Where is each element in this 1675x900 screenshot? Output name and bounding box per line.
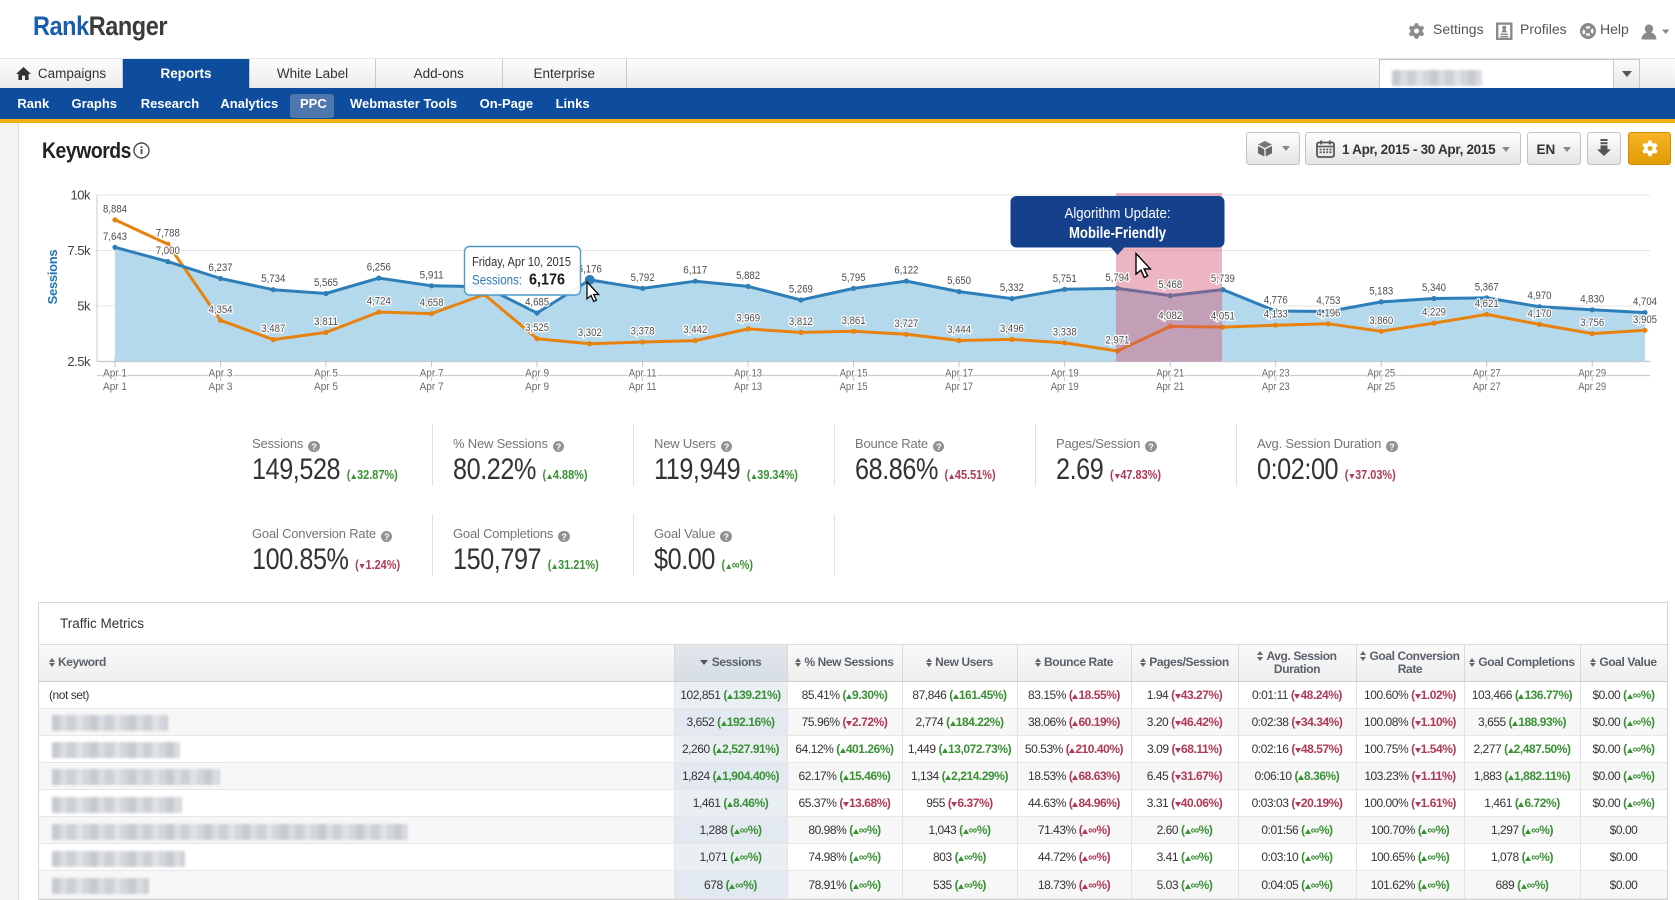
svg-text:3,727: 3,727 bbox=[894, 318, 918, 330]
svg-text:3,812: 3,812 bbox=[789, 316, 813, 328]
svg-text:5,751: 5,751 bbox=[1053, 273, 1077, 285]
svg-text:7,643: 7,643 bbox=[103, 231, 127, 243]
svg-text:Apr 11: Apr 11 bbox=[629, 368, 657, 380]
svg-text:6,237: 6,237 bbox=[209, 262, 233, 274]
svg-text:3,811: 3,811 bbox=[314, 316, 338, 328]
svg-text:4,082: 4,082 bbox=[1158, 310, 1182, 322]
svg-text:5,340: 5,340 bbox=[1422, 282, 1446, 294]
svg-text:5,650: 5,650 bbox=[947, 275, 971, 287]
svg-text:Apr 1: Apr 1 bbox=[103, 381, 127, 393]
svg-text:Apr 13: Apr 13 bbox=[734, 368, 762, 380]
svg-text:Friday, Apr 10, 2015: Friday, Apr 10, 2015 bbox=[472, 254, 571, 269]
svg-text:3,861: 3,861 bbox=[842, 315, 866, 327]
svg-text:6,176: 6,176 bbox=[578, 263, 602, 275]
svg-text:5,794: 5,794 bbox=[1105, 272, 1129, 284]
svg-text:3,496: 3,496 bbox=[1000, 323, 1024, 335]
svg-text:Apr 21: Apr 21 bbox=[1156, 368, 1184, 380]
svg-text:Apr 23: Apr 23 bbox=[1262, 368, 1290, 380]
svg-text:3,756: 3,756 bbox=[1580, 317, 1604, 329]
svg-text:5,795: 5,795 bbox=[842, 272, 866, 284]
svg-text:5,739: 5,739 bbox=[1211, 273, 1235, 285]
svg-text:4,196: 4,196 bbox=[1316, 307, 1340, 319]
svg-text:5,332: 5,332 bbox=[1000, 282, 1024, 294]
svg-text:Apr 19: Apr 19 bbox=[1051, 381, 1079, 393]
svg-text:Apr 7: Apr 7 bbox=[420, 381, 444, 393]
svg-text:5k: 5k bbox=[77, 299, 91, 314]
svg-text:4,724: 4,724 bbox=[367, 296, 391, 308]
svg-text:4,776: 4,776 bbox=[1264, 295, 1288, 307]
svg-text:3,378: 3,378 bbox=[631, 326, 655, 338]
svg-text:6,256: 6,256 bbox=[367, 262, 391, 274]
svg-text:10k: 10k bbox=[71, 188, 91, 203]
svg-text:2,971: 2,971 bbox=[1105, 335, 1129, 347]
svg-text:5,882: 5,882 bbox=[736, 270, 760, 282]
svg-text:Mobile-Friendly: Mobile-Friendly bbox=[1069, 225, 1166, 242]
svg-text:4,133: 4,133 bbox=[1264, 309, 1288, 321]
svg-text:3,487: 3,487 bbox=[261, 323, 285, 335]
svg-text:4,354: 4,354 bbox=[209, 304, 233, 316]
svg-text:2.5k: 2.5k bbox=[67, 354, 91, 369]
svg-text:Algorithm Update:: Algorithm Update: bbox=[1065, 206, 1171, 222]
svg-text:4,658: 4,658 bbox=[420, 297, 444, 309]
svg-text:5,183: 5,183 bbox=[1369, 285, 1393, 297]
svg-text:3,442: 3,442 bbox=[683, 324, 707, 336]
svg-text:6,122: 6,122 bbox=[894, 265, 918, 277]
svg-text:3,860: 3,860 bbox=[1369, 315, 1393, 327]
svg-text:3,905: 3,905 bbox=[1633, 314, 1657, 326]
svg-text:4,170: 4,170 bbox=[1528, 308, 1552, 320]
svg-text:4,051: 4,051 bbox=[1211, 311, 1235, 323]
svg-text:Apr 13: Apr 13 bbox=[734, 381, 762, 393]
svg-text:Apr 23: Apr 23 bbox=[1262, 381, 1290, 393]
svg-text:5,468: 5,468 bbox=[1158, 279, 1182, 291]
svg-text:Apr 3: Apr 3 bbox=[209, 381, 233, 393]
svg-text:4,229: 4,229 bbox=[1422, 307, 1446, 319]
svg-text:Apr 29: Apr 29 bbox=[1578, 368, 1606, 380]
svg-text:Apr 17: Apr 17 bbox=[945, 368, 973, 380]
svg-text:Apr 5: Apr 5 bbox=[314, 381, 338, 393]
svg-text:Sessions: Sessions bbox=[45, 250, 60, 305]
svg-text:4,970: 4,970 bbox=[1528, 290, 1552, 302]
svg-text:3,525: 3,525 bbox=[525, 322, 549, 334]
svg-text:6,176: 6,176 bbox=[529, 272, 565, 289]
svg-text:4,685: 4,685 bbox=[525, 297, 549, 309]
svg-text:Apr 17: Apr 17 bbox=[945, 381, 973, 393]
svg-text:4,704: 4,704 bbox=[1633, 296, 1657, 308]
svg-text:5,792: 5,792 bbox=[631, 272, 655, 284]
svg-text:8,884: 8,884 bbox=[103, 203, 127, 215]
svg-text:4,830: 4,830 bbox=[1580, 293, 1604, 305]
svg-text:7.5k: 7.5k bbox=[67, 243, 91, 258]
svg-text:Sessions:: Sessions: bbox=[472, 272, 522, 288]
svg-text:Apr 15: Apr 15 bbox=[840, 368, 868, 380]
svg-text:3,444: 3,444 bbox=[947, 324, 971, 336]
svg-text:3,302: 3,302 bbox=[578, 327, 602, 339]
svg-text:Apr 25: Apr 25 bbox=[1367, 368, 1395, 380]
svg-text:Apr 3: Apr 3 bbox=[209, 368, 233, 380]
svg-text:Apr 9: Apr 9 bbox=[525, 381, 549, 393]
svg-text:6,117: 6,117 bbox=[683, 265, 707, 277]
svg-text:7,788: 7,788 bbox=[156, 228, 180, 240]
svg-text:Apr 5: Apr 5 bbox=[314, 368, 338, 380]
svg-text:4,621: 4,621 bbox=[1475, 298, 1499, 310]
svg-text:3,338: 3,338 bbox=[1053, 326, 1077, 338]
svg-text:Apr 21: Apr 21 bbox=[1156, 381, 1184, 393]
svg-text:Apr 1: Apr 1 bbox=[103, 368, 127, 380]
svg-text:Apr 19: Apr 19 bbox=[1051, 368, 1079, 380]
svg-text:Apr 9: Apr 9 bbox=[525, 368, 549, 380]
svg-text:5,911: 5,911 bbox=[420, 269, 444, 281]
svg-text:Apr 25: Apr 25 bbox=[1367, 381, 1395, 393]
svg-text:5,367: 5,367 bbox=[1475, 281, 1499, 293]
svg-text:5,565: 5,565 bbox=[314, 277, 338, 289]
svg-text:7,000: 7,000 bbox=[156, 245, 180, 257]
svg-text:4,753: 4,753 bbox=[1316, 295, 1340, 307]
svg-text:5,269: 5,269 bbox=[789, 284, 813, 296]
svg-text:Apr 29: Apr 29 bbox=[1578, 381, 1606, 393]
svg-text:Apr 15: Apr 15 bbox=[840, 381, 868, 393]
svg-text:Apr 7: Apr 7 bbox=[420, 368, 444, 380]
svg-text:Apr 27: Apr 27 bbox=[1473, 381, 1501, 393]
svg-text:Apr 11: Apr 11 bbox=[629, 381, 657, 393]
svg-text:5,734: 5,734 bbox=[261, 273, 285, 285]
svg-text:Apr 27: Apr 27 bbox=[1473, 368, 1501, 380]
svg-text:3,969: 3,969 bbox=[736, 312, 760, 324]
